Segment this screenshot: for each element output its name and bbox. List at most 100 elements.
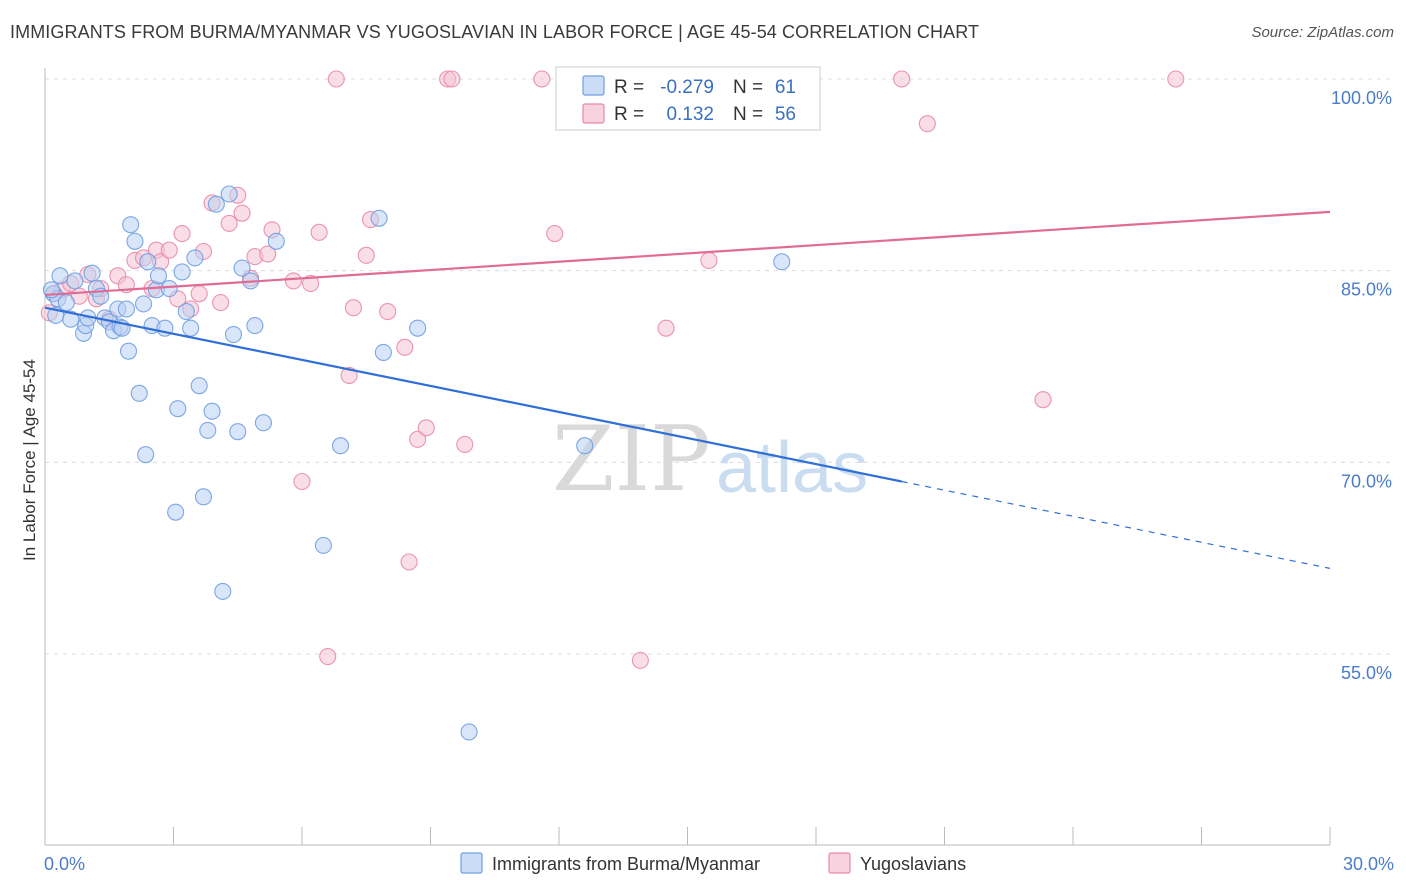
gridlines xyxy=(45,78,1392,655)
data-point xyxy=(1167,70,1185,88)
data-point xyxy=(267,232,285,250)
stats-legend-swatch-yugoslavians xyxy=(582,103,605,124)
stats-legend-n-value-burma: 61 xyxy=(775,77,796,98)
data-point xyxy=(254,414,273,432)
data-point xyxy=(409,319,427,337)
stats-legend: R = -0.279 N = 61 R = 0.132 N = 56 xyxy=(555,66,821,131)
data-point xyxy=(126,232,144,250)
data-point xyxy=(918,115,936,133)
data-point xyxy=(456,435,474,453)
series-yugoslavians-points xyxy=(40,70,1185,669)
data-point xyxy=(160,280,178,298)
data-point xyxy=(327,70,345,88)
data-point xyxy=(169,400,187,418)
trend-line-yugoslavians xyxy=(44,210,1331,297)
x-tick-label-max: 30.0% xyxy=(1343,854,1394,874)
legend-label-burma: Immigrants from Burma/Myanmar xyxy=(492,854,760,874)
legend-swatch-burma xyxy=(460,852,483,874)
data-point xyxy=(207,195,225,213)
data-point xyxy=(190,285,208,303)
data-point xyxy=(400,553,418,571)
data-point xyxy=(443,70,461,88)
data-point xyxy=(190,377,208,395)
data-point xyxy=(331,437,350,455)
stats-legend-r-value-burma: -0.279 xyxy=(660,77,714,98)
data-point xyxy=(130,384,148,402)
watermark-atlas: atlas xyxy=(716,428,868,508)
data-point xyxy=(233,259,251,277)
data-point xyxy=(220,214,238,232)
data-point xyxy=(177,303,195,321)
data-point xyxy=(246,317,264,335)
data-point xyxy=(310,223,328,241)
data-point xyxy=(186,249,204,267)
source-label: Source: ZipAtlas.com xyxy=(1251,24,1394,41)
trend-line-burma xyxy=(44,306,902,483)
y-axis-title: In Labor Force | Age 45-54 xyxy=(20,359,39,561)
data-point xyxy=(66,272,84,290)
data-point xyxy=(417,419,435,437)
data-point xyxy=(302,274,320,292)
data-point xyxy=(212,294,230,312)
data-point xyxy=(546,225,564,243)
data-point xyxy=(220,185,238,203)
data-point xyxy=(173,263,191,281)
data-point xyxy=(460,723,478,741)
data-point xyxy=(396,338,414,356)
data-point xyxy=(409,430,427,448)
data-point xyxy=(134,295,153,313)
data-point xyxy=(119,342,138,360)
data-point xyxy=(374,343,392,361)
data-point xyxy=(167,503,185,521)
data-point xyxy=(657,319,675,337)
data-point xyxy=(340,366,358,384)
data-point xyxy=(700,251,718,269)
data-point xyxy=(379,303,397,321)
legend-label-yugoslavians: Yugoslavians xyxy=(860,854,966,874)
y-tick-label: 100.0% xyxy=(1331,88,1392,108)
watermark-zip: ZIP xyxy=(552,407,711,512)
watermark: ZIP atlas xyxy=(552,407,868,512)
chart-title: IMMIGRANTS FROM BURMA/MYANMAR VS YUGOSLA… xyxy=(10,22,980,42)
data-point xyxy=(370,209,388,227)
stats-legend-n-label-yugoslavians: N = xyxy=(733,104,763,125)
data-point xyxy=(293,472,311,491)
data-point xyxy=(319,648,337,666)
x-tick-labels: 0.0% 30.0% xyxy=(44,854,1394,874)
data-point xyxy=(83,264,101,282)
trend-line-burma-extension xyxy=(901,480,1331,569)
data-point xyxy=(203,402,221,420)
data-point xyxy=(314,536,332,554)
stats-legend-r-label-yugoslavians: R = xyxy=(614,104,644,125)
data-point xyxy=(194,488,213,506)
stats-legend-n-value-yugoslavians: 56 xyxy=(775,104,796,125)
data-point xyxy=(224,326,243,344)
data-point xyxy=(233,204,251,222)
y-tick-label: 70.0% xyxy=(1341,471,1392,491)
data-point xyxy=(199,421,217,439)
data-point xyxy=(149,267,168,285)
data-point xyxy=(182,319,200,337)
stats-legend-r-value-yugoslavians: 0.132 xyxy=(666,104,714,125)
data-point xyxy=(214,582,232,600)
y-tick-label: 85.0% xyxy=(1341,280,1392,300)
series-burma-points xyxy=(42,185,791,741)
data-point xyxy=(284,272,302,290)
data-point xyxy=(576,437,594,455)
data-point xyxy=(344,299,362,317)
stats-legend-swatch-burma xyxy=(582,75,605,96)
data-point xyxy=(117,300,135,318)
data-point xyxy=(139,253,157,271)
trend-lines xyxy=(44,210,1331,569)
data-point xyxy=(533,70,551,88)
data-point xyxy=(631,651,649,669)
data-point xyxy=(122,216,140,234)
y-tick-labels: 55.0% 70.0% 85.0% 100.0% xyxy=(1331,88,1392,683)
series-legend: Immigrants from Burma/Myanmar Yugoslavia… xyxy=(460,852,966,874)
data-point xyxy=(137,446,155,464)
data-point xyxy=(160,241,178,259)
axes xyxy=(44,68,1331,846)
data-point xyxy=(259,245,277,263)
data-point xyxy=(57,294,75,312)
